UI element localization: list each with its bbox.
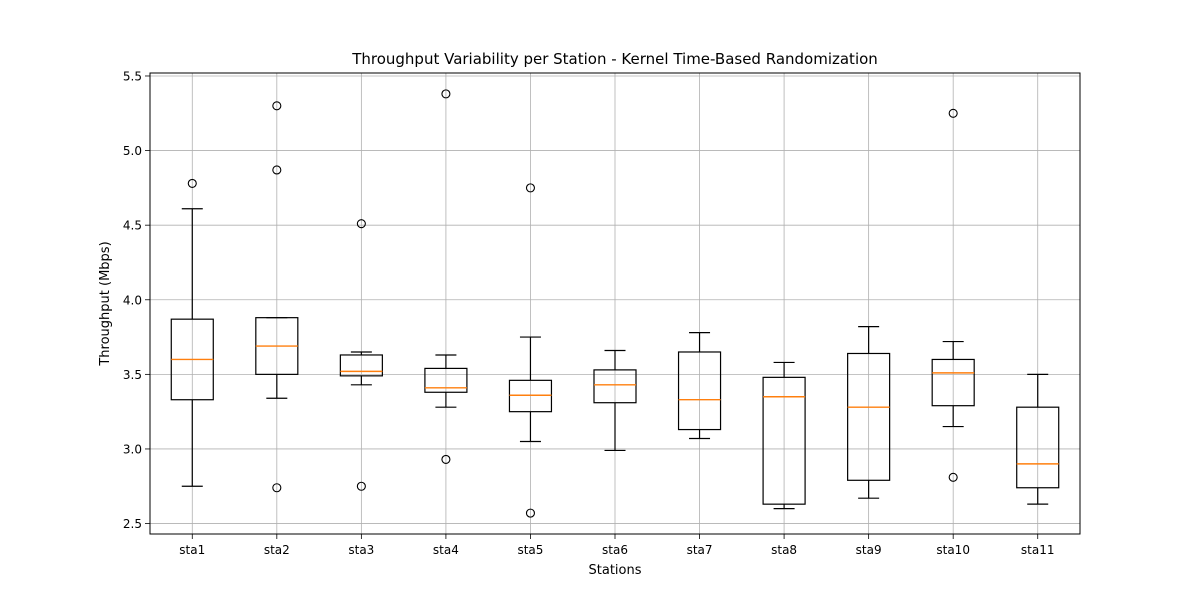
x-tick-label: sta4 bbox=[433, 543, 459, 557]
iqr-box bbox=[1016, 406, 1060, 489]
outlier-point bbox=[525, 183, 536, 193]
outlier-point bbox=[272, 483, 282, 493]
y-tick-label: 3.0 bbox=[123, 442, 142, 456]
iqr-box bbox=[931, 358, 975, 407]
box-sta1 bbox=[170, 178, 214, 487]
x-tick-label: sta3 bbox=[348, 543, 374, 557]
y-tick-label: 2.5 bbox=[123, 517, 142, 531]
x-tick-label: sta10 bbox=[936, 543, 970, 557]
iqr-box bbox=[424, 367, 468, 393]
y-tick-label: 3.5 bbox=[123, 368, 142, 382]
box-sta9 bbox=[847, 326, 891, 499]
y-tick-label: 4.5 bbox=[123, 219, 142, 233]
outlier-point bbox=[948, 108, 958, 118]
x-tick-label: sta6 bbox=[602, 543, 628, 557]
box-sta2 bbox=[255, 101, 299, 493]
box-sta6 bbox=[593, 349, 637, 452]
outlier-point bbox=[441, 89, 451, 99]
iqr-box bbox=[339, 354, 383, 377]
y-tick-label: 4.0 bbox=[123, 293, 142, 307]
outlier-point bbox=[948, 472, 958, 482]
iqr-box bbox=[508, 379, 553, 413]
outlier-point bbox=[356, 481, 366, 491]
box-sta7 bbox=[677, 331, 722, 440]
y-axis: 2.5 3.0 3.5 4.0 4.5 5.0 5.5 bbox=[123, 69, 150, 531]
x-tick-label: sta11 bbox=[1021, 543, 1055, 557]
box-sta11 bbox=[1016, 373, 1060, 505]
box-sta5 bbox=[508, 183, 553, 518]
iqr-box bbox=[677, 351, 722, 431]
iqr-box bbox=[593, 369, 637, 404]
x-tick-label: sta5 bbox=[517, 543, 543, 557]
x-tick-label: sta2 bbox=[264, 543, 290, 557]
outlier-point bbox=[356, 219, 366, 229]
x-tick-label: sta1 bbox=[179, 543, 205, 557]
x-axis: sta1 sta2 sta3 sta4 sta5 sta6 sta7 sta8 sta9 sta1… bbox=[179, 534, 1055, 557]
box-series bbox=[170, 89, 1060, 518]
outlier-point bbox=[441, 454, 451, 464]
box-sta8 bbox=[762, 361, 806, 510]
x-tick-label: sta8 bbox=[771, 543, 797, 557]
y-tick-label: 5.5 bbox=[123, 69, 142, 83]
x-axis-label: Stations bbox=[589, 563, 642, 578]
x-tick-label: sta7 bbox=[687, 543, 713, 557]
x-tick-label: sta9 bbox=[856, 543, 882, 557]
outlier-point bbox=[272, 101, 282, 111]
y-tick-label: 5.0 bbox=[123, 144, 142, 158]
box-sta4 bbox=[424, 89, 468, 464]
chart-title: Throughput Variability per Station - Ker… bbox=[351, 50, 878, 68]
box-sta3 bbox=[339, 219, 383, 491]
iqr-box bbox=[847, 352, 891, 481]
box-sta10 bbox=[931, 108, 975, 482]
outlier-point bbox=[272, 165, 282, 175]
iqr-box bbox=[762, 376, 806, 505]
outlier-point bbox=[525, 508, 536, 518]
y-axis-label: Throughput (Mbps) bbox=[98, 241, 113, 366]
outlier-point bbox=[187, 178, 197, 188]
